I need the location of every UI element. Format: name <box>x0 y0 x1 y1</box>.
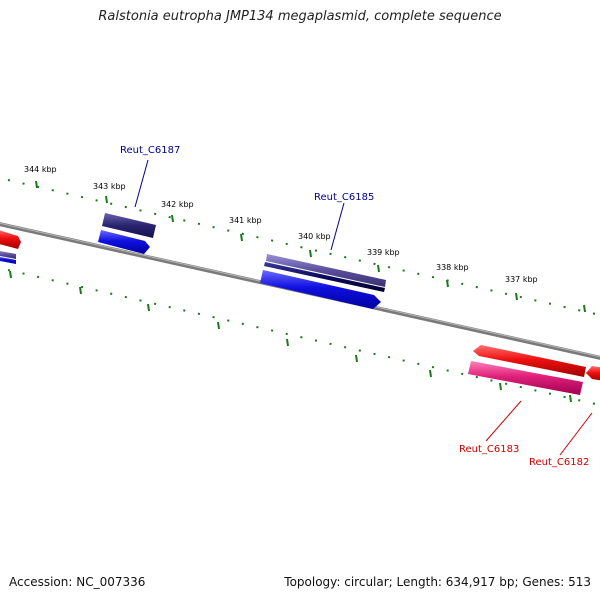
tick-label: 342 kbp <box>161 200 194 209</box>
tick-label: 341 kbp <box>229 216 262 225</box>
tick-label: 343 kbp <box>93 182 126 191</box>
gene-label[interactable]: Reut_C6183 <box>459 444 519 455</box>
sequence-stats-text: Topology: circular; Length: 634,917 bp; … <box>284 575 591 589</box>
gene-feature[interactable] <box>0 256 16 264</box>
tick-label: 337 kbp <box>505 275 538 284</box>
gene-feature-reut-c6187[interactable] <box>102 213 156 238</box>
tick-label: 344 kbp <box>24 165 57 174</box>
gene-feature[interactable] <box>0 250 16 259</box>
gene-feature[interactable] <box>264 262 385 292</box>
gene-feature[interactable] <box>473 345 586 377</box>
gene-label[interactable]: Reut_C6187 <box>120 145 180 156</box>
tick-label: 338 kbp <box>436 263 469 272</box>
gene-label[interactable]: Reut_C6185 <box>314 192 374 203</box>
label-leader-line <box>134 159 149 208</box>
gene-label[interactable]: Reut_C6182 <box>529 457 589 468</box>
gene-feature-reut-c6185[interactable] <box>266 254 386 287</box>
label-leader-line <box>559 412 593 456</box>
tick-label: 340 kbp <box>298 232 331 241</box>
accession-text: Accession: NC_007336 <box>9 575 146 589</box>
gene-feature[interactable] <box>0 229 21 249</box>
gene-feature-reut-c6182[interactable] <box>586 366 600 381</box>
tick-label: 339 kbp <box>367 248 400 257</box>
gene-feature-reut-c6183[interactable] <box>468 361 583 395</box>
label-leader-line <box>330 202 345 251</box>
gene-feature[interactable] <box>98 230 150 254</box>
inner-major-ticks <box>9 270 572 403</box>
gene-feature[interactable] <box>260 270 381 309</box>
label-leader-line <box>485 400 522 442</box>
map-title: Ralstonia eutropha JMP134 megaplasmid, c… <box>98 9 502 24</box>
outer-major-ticks <box>35 180 586 313</box>
